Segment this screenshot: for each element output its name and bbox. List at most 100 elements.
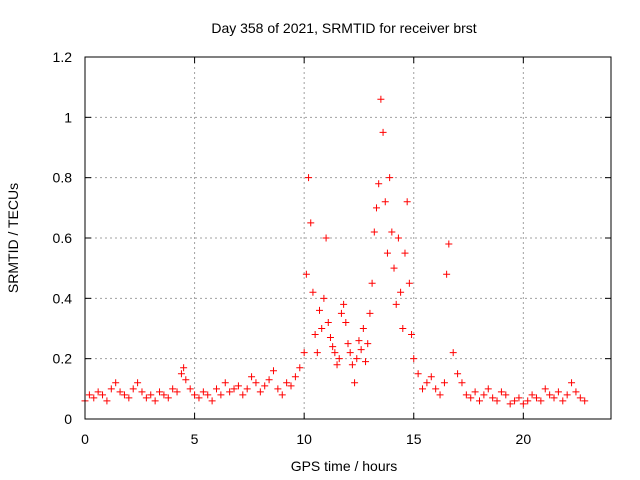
data-point (252, 379, 260, 387)
data-point (291, 373, 299, 381)
tick-labels: 0 5 10 15 20 0 0.2 0.4 0.6 0.8 1 1.2 (53, 49, 532, 447)
data-point (390, 264, 398, 272)
x-tick-label: 15 (406, 431, 422, 447)
data-point (313, 349, 321, 357)
data-point (386, 174, 394, 182)
data-point (489, 394, 497, 402)
data-point (546, 391, 554, 399)
data-point (532, 394, 540, 402)
y-axis-label: SRMTID / TECUs (5, 183, 21, 293)
x-tick-label: 20 (516, 431, 532, 447)
data-point (346, 349, 354, 357)
data-point (375, 180, 383, 188)
data-point (320, 294, 328, 302)
data-point (337, 309, 345, 317)
data-point (427, 373, 435, 381)
data-point (340, 300, 348, 308)
data-point (445, 240, 453, 248)
data-point (462, 391, 470, 399)
data-point (226, 388, 234, 396)
data-point (355, 337, 363, 345)
data-point (243, 385, 251, 393)
data-point (403, 198, 411, 206)
data-point (364, 340, 372, 348)
data-point (307, 219, 315, 227)
data-point (443, 270, 451, 278)
data-point (287, 382, 295, 390)
data-point (379, 128, 387, 136)
data-point (397, 288, 405, 296)
data-point (383, 249, 391, 257)
data-point (348, 361, 356, 369)
data-point (278, 391, 286, 399)
data-point (326, 334, 334, 342)
data-point (366, 309, 374, 317)
y-tick-label: 0.8 (53, 170, 73, 186)
data-point (368, 279, 376, 287)
data-point (394, 234, 402, 242)
data-point (401, 249, 409, 257)
data-point (138, 388, 146, 396)
data-point (511, 397, 519, 405)
data-point (173, 388, 181, 396)
data-point (467, 394, 475, 402)
data-point (230, 385, 238, 393)
data-point (357, 346, 365, 354)
data-point (432, 385, 440, 393)
data-point (454, 370, 462, 378)
y-tick-label: 1 (64, 109, 72, 125)
data-point (568, 379, 576, 387)
data-point (318, 325, 326, 332)
data-point (177, 370, 185, 378)
data-point (274, 385, 282, 393)
data-point (372, 204, 380, 212)
data-point (335, 355, 343, 363)
data-point (160, 391, 168, 399)
data-point (129, 385, 137, 393)
y-tick-label: 1.2 (53, 49, 73, 65)
data-point (342, 318, 350, 326)
x-tick-label: 10 (296, 431, 312, 447)
data-point (169, 385, 177, 393)
data-point (199, 388, 207, 396)
data-point (213, 385, 220, 393)
data-point (377, 95, 385, 103)
data-point (125, 394, 133, 402)
y-tick-label: 0.4 (53, 290, 73, 306)
data-point (180, 364, 188, 372)
data-point (423, 379, 431, 387)
data-point (329, 343, 337, 351)
y-tick-label: 0.6 (53, 230, 73, 246)
data-point (239, 391, 247, 399)
data-point (331, 349, 339, 357)
data-point (554, 388, 562, 396)
data-point (471, 388, 479, 396)
data-point (324, 318, 332, 326)
data-point (112, 379, 120, 387)
data-point (408, 331, 416, 339)
data-point (134, 379, 142, 387)
data-point (576, 394, 584, 402)
data-point (405, 279, 413, 287)
data-point (493, 397, 501, 405)
data-point (351, 379, 359, 387)
data-point (191, 391, 199, 399)
data-point (362, 358, 370, 366)
grid (85, 57, 611, 419)
data-point (195, 394, 203, 402)
data-point (476, 397, 483, 405)
data-point (480, 391, 488, 399)
data-point (506, 400, 514, 408)
data-point (107, 385, 115, 393)
data-point (302, 270, 310, 278)
data-point (388, 228, 396, 236)
data-point (85, 391, 93, 399)
data-point (550, 394, 558, 402)
data-point (142, 394, 150, 402)
data-point (502, 391, 510, 399)
data-point (410, 355, 418, 363)
data-point (164, 394, 172, 402)
data-point (419, 385, 427, 393)
